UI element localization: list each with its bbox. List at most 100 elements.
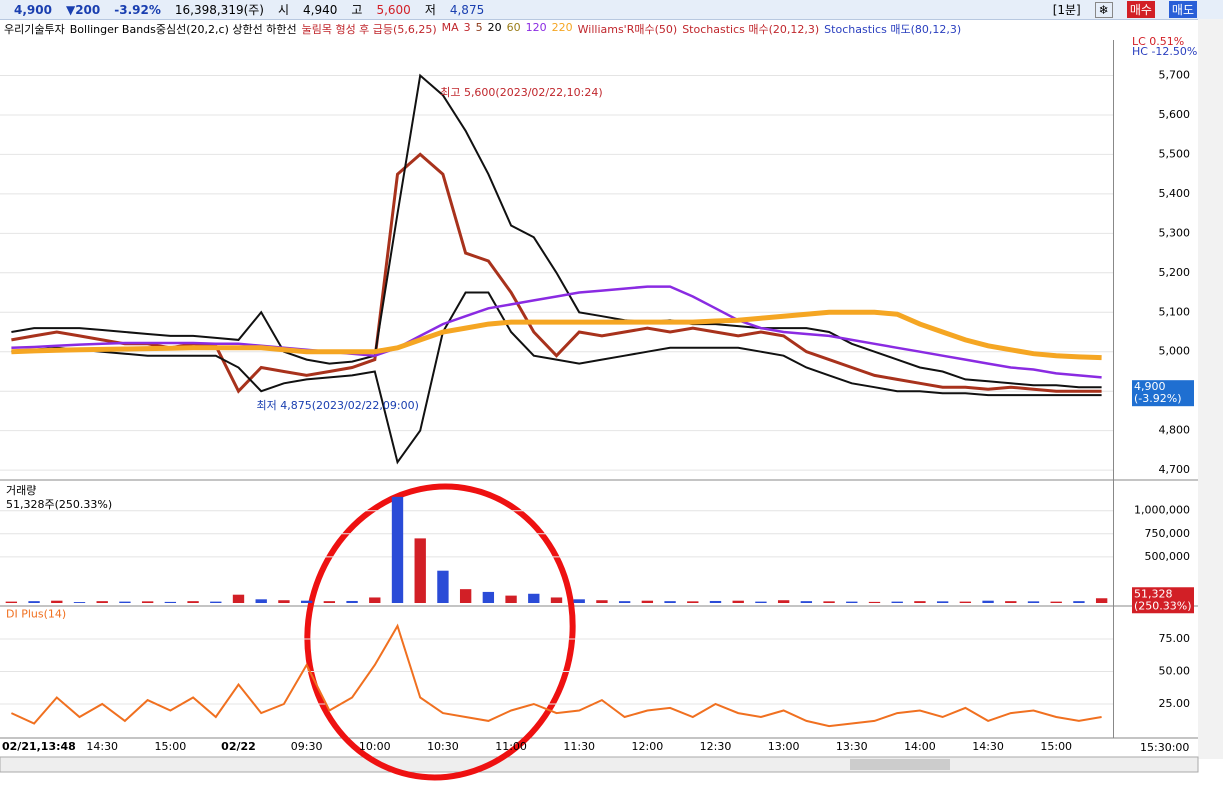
high-label: 고 — [351, 3, 363, 17]
volume-bar — [846, 601, 858, 603]
y-tick-label: 4,700 — [1159, 463, 1191, 476]
last-pct: (250.33%) — [1134, 599, 1192, 612]
volume-bar — [573, 599, 585, 603]
buy-button[interactable]: 매수 — [1126, 1, 1155, 18]
volume-bar — [914, 601, 926, 603]
lc: LC 0.51% — [1132, 35, 1184, 48]
axis-line — [1113, 40, 1114, 738]
y-tick-label: 750,000 — [1145, 527, 1191, 540]
volume-bar — [550, 597, 563, 603]
volume-bar — [664, 601, 676, 603]
open-label: 시 — [278, 3, 290, 17]
volume-bar — [505, 595, 517, 603]
x-tick-label: 11:00 — [495, 740, 527, 753]
y-tick-label: 5,300 — [1159, 226, 1191, 239]
legend-item[interactable]: MA — [441, 21, 459, 34]
volume-bar — [1095, 598, 1108, 603]
y-tick-label: 5,400 — [1159, 187, 1191, 200]
scrollbar[interactable] — [0, 756, 1199, 773]
low-label: 저 — [424, 3, 436, 17]
legend-item[interactable]: 우리기술투자 — [4, 23, 65, 36]
open: 4,940 — [303, 2, 338, 17]
panel-title: 거래량 — [6, 484, 36, 497]
scroll-thumb[interactable] — [850, 759, 950, 770]
volume-bar — [255, 599, 267, 603]
volume-bar — [891, 601, 903, 603]
legend: 우리기술투자 Bollinger Bands중심선(20,2,c) 상한선 하한선… — [4, 21, 961, 37]
x-tick-label: 02/21,13:48 — [2, 740, 76, 753]
x-tick-label: 14:30 — [972, 740, 1004, 753]
y-tick-label: 50.00 — [1159, 665, 1191, 678]
volume-bar — [96, 601, 108, 603]
x-tick-label: 14:30 — [86, 740, 118, 753]
sell-button[interactable]: 매도 — [1168, 1, 1197, 18]
hc: HC -12.50% — [1132, 45, 1197, 58]
change: ▼200 — [65, 2, 101, 17]
legend-item[interactable]: 3 — [463, 21, 471, 34]
x-tick-label: 14:00 — [904, 740, 936, 753]
volume-bar — [800, 601, 813, 603]
volume-bar — [1073, 601, 1085, 603]
volume-bar — [141, 601, 154, 603]
annotation-low: 최저 4,875(2023/02/22,09:00) — [257, 399, 419, 412]
legend-item[interactable]: Bollinger Bands중심선(20,2,c) 상한선 하한선 — [69, 23, 297, 36]
volume-bar — [346, 600, 358, 603]
volume-bar — [1005, 601, 1017, 603]
cursor-time: 15:30:00 — [1140, 741, 1189, 754]
x-tick-label: 13:30 — [836, 740, 868, 753]
volume-bar — [1050, 601, 1062, 603]
volume-bar — [164, 601, 177, 603]
volume-bar — [414, 538, 426, 603]
volume-bar — [73, 602, 86, 603]
interval[interactable]: [1분] — [1052, 3, 1081, 17]
panel-title: DI Plus(14) — [6, 608, 66, 621]
x-tick-label: 11:30 — [563, 740, 595, 753]
y-tick-label: 5,200 — [1159, 266, 1191, 279]
legend-item[interactable]: 220 — [551, 21, 573, 34]
volume-bar — [528, 593, 540, 603]
last-value: 51,328 — [1134, 587, 1173, 600]
volume-bar — [391, 496, 404, 603]
volume-bar — [210, 601, 222, 603]
y-tick-label: 25.00 — [1159, 697, 1191, 710]
x-tick-label: 13:00 — [768, 740, 800, 753]
y-tick-label: 5,500 — [1159, 147, 1191, 160]
toolbar — [1198, 19, 1223, 759]
volume-bar — [823, 601, 835, 603]
annotation-high: 최고 5,600(2023/02/22,10:24) — [440, 86, 602, 99]
legend-item[interactable]: Williams'R매수(50) — [577, 23, 678, 36]
legend-item[interactable]: 20 — [487, 21, 502, 34]
x-tick-label: 10:30 — [427, 740, 459, 753]
x-tick-label: 10:00 — [359, 740, 391, 753]
last-pct: (-3.92%) — [1134, 392, 1182, 405]
volume-bar — [709, 600, 722, 603]
volume-bar — [28, 601, 40, 603]
header-bar: 4,900 ▼200 -3.92% 16,398,319(주) 시 4,940 … — [0, 0, 1223, 20]
volume-bar — [300, 600, 313, 603]
high: 5,600 — [376, 2, 411, 17]
settings[interactable]: ❄ — [1094, 1, 1113, 18]
x-tick-label: 15:00 — [1040, 740, 1072, 753]
legend-item[interactable]: 120 — [525, 21, 547, 34]
change-pct: -3.92% — [114, 2, 161, 17]
volume-bar — [437, 570, 449, 603]
legend-item[interactable]: 5 — [475, 21, 483, 34]
volume-bar — [618, 601, 631, 603]
volume-bar — [278, 600, 290, 603]
legend-item[interactable]: Stochastics 매수(20,12,3) — [682, 23, 820, 36]
volume-bar — [959, 601, 972, 603]
last-value: 4,900 — [1134, 380, 1166, 393]
legend-item[interactable]: 60 — [506, 21, 521, 34]
y-tick-label: 4,800 — [1159, 424, 1191, 437]
x-tick-label: 02/22 — [221, 740, 256, 753]
volume-bar — [687, 601, 699, 603]
volume-bar — [482, 591, 495, 603]
highlight-circle — [304, 483, 576, 781]
legend-item[interactable]: 눌림목 형성 후 급등(5,6,25) — [301, 23, 437, 36]
volume-bar — [777, 600, 790, 603]
legend-item[interactable]: Stochastics 매도(80,12,3) — [824, 23, 962, 36]
volume-bar — [5, 601, 18, 603]
volume-bar — [323, 601, 336, 603]
